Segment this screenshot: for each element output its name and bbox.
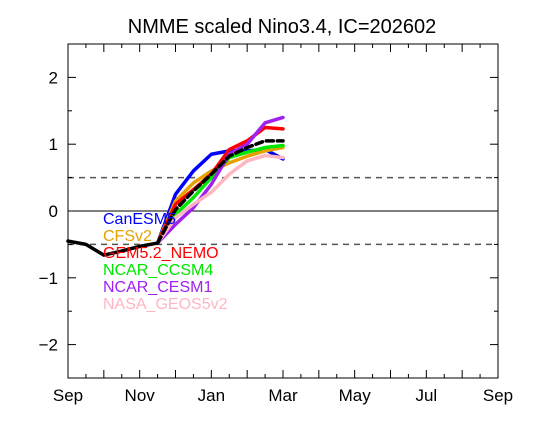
y-tick-label: 0: [49, 202, 58, 221]
reference-lines: [68, 176, 498, 246]
x-tick-label: Nov: [125, 386, 156, 405]
series-layer: [66, 115, 285, 257]
x-tick-label: Sep: [483, 386, 513, 405]
legend-entry-ncar-ccsm4: NCAR_CCSM4: [103, 262, 213, 279]
legend: CanESM5CFSv2GEM5.2_NEMONCAR_CCSM4NCAR_CE…: [103, 211, 228, 313]
y-tick-label: 2: [49, 68, 58, 87]
legend-entry-ncar-cesm1: NCAR_CESM1: [103, 279, 212, 296]
legend-entry-nasa-geos5v2: NASA_GEOS5v2: [103, 296, 228, 313]
ensemble-mean-line: [155, 139, 285, 245]
x-tick-label: Sep: [53, 386, 83, 405]
x-tick-label: Mar: [268, 386, 298, 405]
series-line-gem5-2-nemo: [155, 125, 285, 245]
x-tick-label: May: [339, 386, 372, 405]
legend-entry-gem5-2-nemo: GEM5.2_NEMO: [103, 245, 219, 262]
y-tick-label: −2: [39, 336, 58, 355]
ticks: Sep Nov Jan Mar May Jul Sep 2 1 0 −1 −2: [39, 43, 513, 405]
y-tick-label: 1: [49, 135, 58, 154]
series-line-ncar-cesm1: [155, 115, 285, 245]
chart-title: NMME scaled Nino3.4, IC=202602: [128, 16, 437, 38]
x-tick-label: Jan: [198, 386, 225, 405]
legend-entry-canesm5: CanESM5: [103, 211, 176, 228]
y-tick-label: −1: [39, 269, 58, 288]
observed-line: [66, 239, 160, 257]
legend-entry-cfsv2: CFSv2: [103, 228, 152, 245]
series-line-nasa-geos5v2: [155, 153, 285, 245]
x-tick-label: Jul: [415, 386, 437, 405]
